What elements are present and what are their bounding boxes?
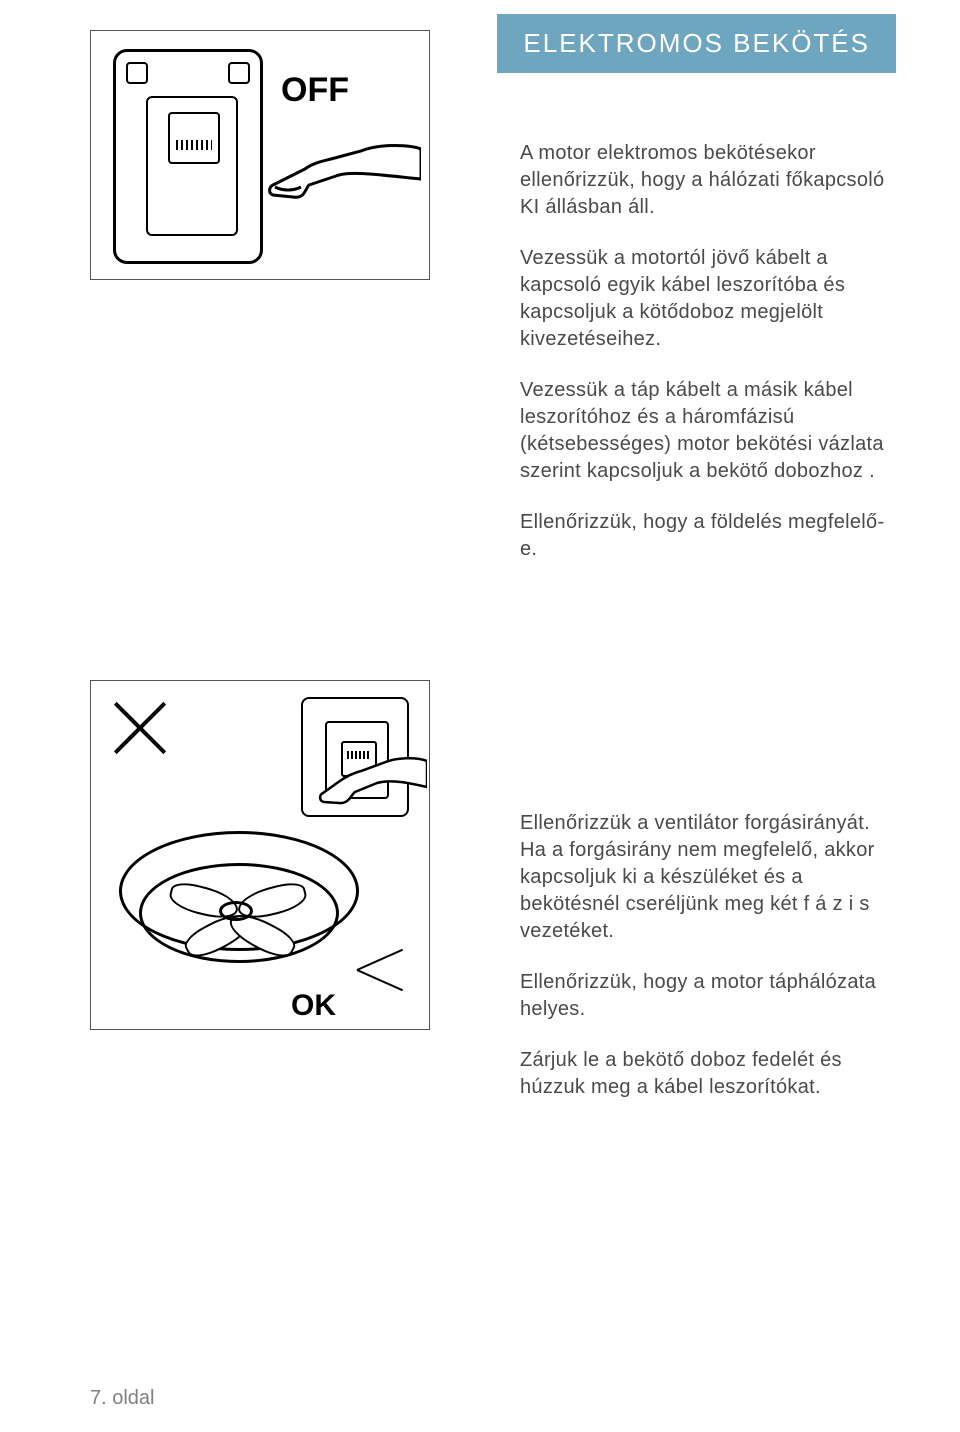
paragraph: Vezessük a táp kábelt a másik kábel lesz… bbox=[520, 377, 898, 485]
switch-inner-icon bbox=[146, 96, 238, 236]
off-label: OFF bbox=[281, 71, 349, 110]
paragraph: Vezessük a motortól jövő kábelt a kapcso… bbox=[520, 245, 898, 353]
paragraph: A motor elektromos bekötésekor ellenőriz… bbox=[520, 140, 898, 221]
page-footer: 7. oldal bbox=[90, 1387, 155, 1410]
paragraph: Zárjuk le a bekötő doboz fedelét és húzz… bbox=[520, 1047, 898, 1101]
ok-label: OK bbox=[291, 989, 336, 1023]
paragraph: Ellenőrizzük, hogy a motor táphálózata h… bbox=[520, 969, 898, 1023]
rocker-icon bbox=[168, 112, 220, 164]
figure-off-switch: OFF bbox=[90, 30, 430, 280]
paragraph: Ellenőrizzük a ventilátor forgásirányát.… bbox=[520, 810, 898, 945]
paragraph: Ellenőrizzük, hogy a földelés megfelelő-… bbox=[520, 509, 898, 563]
hand-icon bbox=[261, 121, 421, 211]
page-title: ELEKTROMOS BEKÖTÉS bbox=[497, 14, 896, 73]
text-column-2: Ellenőrizzük a ventilátor forgásirányát.… bbox=[520, 810, 898, 1125]
text-column-1: A motor elektromos bekötésekor ellenőriz… bbox=[520, 140, 898, 587]
fan-icon bbox=[109, 801, 369, 1011]
figure-fan-rotation: ON OK bbox=[90, 680, 430, 1030]
switch-icon bbox=[113, 49, 263, 264]
page: ELEKTROMOS BEKÖTÉS OFF A motor elektromo… bbox=[0, 0, 960, 1432]
x-icon bbox=[105, 693, 175, 763]
